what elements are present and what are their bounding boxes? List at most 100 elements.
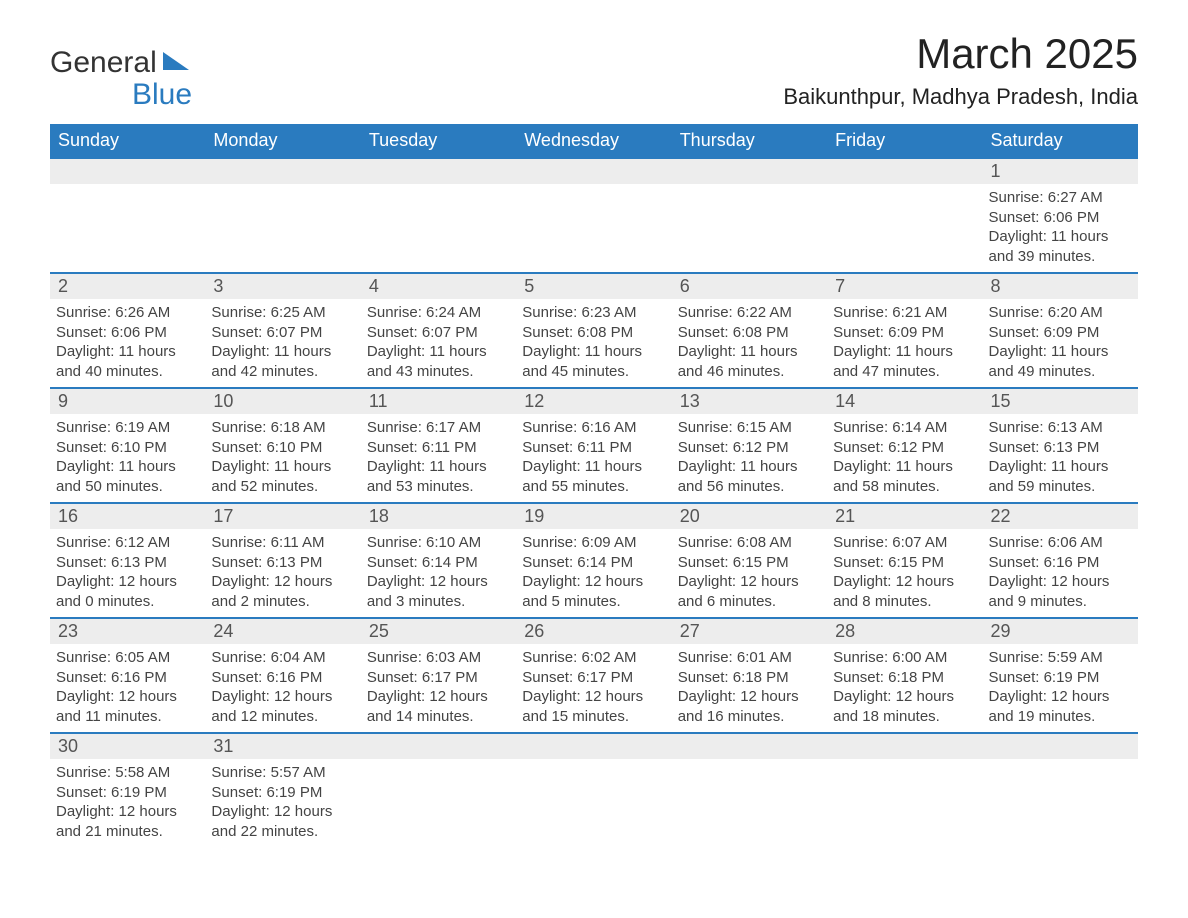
date-cell: 6 xyxy=(672,273,827,299)
info-cell xyxy=(516,759,671,847)
daylight-line: Daylight: 11 hours and 45 minutes. xyxy=(522,342,665,381)
sunset-line: Sunset: 6:13 PM xyxy=(211,553,354,573)
info-cell xyxy=(827,184,982,273)
date-cell: 28 xyxy=(827,618,982,644)
info-cell: Sunrise: 6:22 AMSunset: 6:08 PMDaylight:… xyxy=(672,299,827,388)
info-cell: Sunrise: 6:27 AMSunset: 6:06 PMDaylight:… xyxy=(983,184,1138,273)
sunset-line: Sunset: 6:17 PM xyxy=(522,668,665,688)
info-cell: Sunrise: 6:20 AMSunset: 6:09 PMDaylight:… xyxy=(983,299,1138,388)
sunrise-line: Sunrise: 6:11 AM xyxy=(211,533,354,553)
info-cell: Sunrise: 6:10 AMSunset: 6:14 PMDaylight:… xyxy=(361,529,516,618)
week-date-row: 16171819202122 xyxy=(50,503,1138,529)
sunset-line: Sunset: 6:13 PM xyxy=(56,553,199,573)
date-cell: 27 xyxy=(672,618,827,644)
sunset-line: Sunset: 6:14 PM xyxy=(522,553,665,573)
info-cell: Sunrise: 6:15 AMSunset: 6:12 PMDaylight:… xyxy=(672,414,827,503)
daylight-line: Daylight: 11 hours and 43 minutes. xyxy=(367,342,510,381)
daylight-line: Daylight: 12 hours and 14 minutes. xyxy=(367,687,510,726)
weekday-header: Thursday xyxy=(672,124,827,158)
date-cell xyxy=(361,158,516,184)
sunrise-line: Sunrise: 6:01 AM xyxy=(678,648,821,668)
sunset-line: Sunset: 6:18 PM xyxy=(833,668,976,688)
sunrise-line: Sunrise: 6:22 AM xyxy=(678,303,821,323)
sunrise-line: Sunrise: 5:59 AM xyxy=(989,648,1132,668)
sunrise-line: Sunrise: 6:09 AM xyxy=(522,533,665,553)
daylight-line: Daylight: 11 hours and 49 minutes. xyxy=(989,342,1132,381)
info-cell xyxy=(672,184,827,273)
daylight-line: Daylight: 11 hours and 47 minutes. xyxy=(833,342,976,381)
daylight-line: Daylight: 12 hours and 3 minutes. xyxy=(367,572,510,611)
sunrise-line: Sunrise: 6:25 AM xyxy=(211,303,354,323)
sunset-line: Sunset: 6:14 PM xyxy=(367,553,510,573)
date-cell xyxy=(205,158,360,184)
weekday-header: Tuesday xyxy=(361,124,516,158)
date-cell: 22 xyxy=(983,503,1138,529)
calendar-tbody: 1Sunrise: 6:27 AMSunset: 6:06 PMDaylight… xyxy=(50,158,1138,847)
date-cell: 25 xyxy=(361,618,516,644)
sunrise-line: Sunrise: 6:27 AM xyxy=(989,188,1132,208)
info-cell xyxy=(205,184,360,273)
daylight-line: Daylight: 11 hours and 59 minutes. xyxy=(989,457,1132,496)
sunset-line: Sunset: 6:10 PM xyxy=(211,438,354,458)
date-cell: 21 xyxy=(827,503,982,529)
info-cell xyxy=(516,184,671,273)
date-cell: 18 xyxy=(361,503,516,529)
daylight-line: Daylight: 11 hours and 42 minutes. xyxy=(211,342,354,381)
daylight-line: Daylight: 12 hours and 8 minutes. xyxy=(833,572,976,611)
sunset-line: Sunset: 6:19 PM xyxy=(211,783,354,803)
calendar-table: SundayMondayTuesdayWednesdayThursdayFrid… xyxy=(50,124,1138,847)
weekday-header-row: SundayMondayTuesdayWednesdayThursdayFrid… xyxy=(50,124,1138,158)
daylight-line: Daylight: 12 hours and 21 minutes. xyxy=(56,802,199,841)
sunset-line: Sunset: 6:09 PM xyxy=(989,323,1132,343)
info-cell: Sunrise: 6:00 AMSunset: 6:18 PMDaylight:… xyxy=(827,644,982,733)
daylight-line: Daylight: 12 hours and 18 minutes. xyxy=(833,687,976,726)
daylight-line: Daylight: 12 hours and 2 minutes. xyxy=(211,572,354,611)
date-cell xyxy=(516,733,671,759)
info-cell: Sunrise: 6:09 AMSunset: 6:14 PMDaylight:… xyxy=(516,529,671,618)
sunrise-line: Sunrise: 6:17 AM xyxy=(367,418,510,438)
date-cell: 15 xyxy=(983,388,1138,414)
week-info-row: Sunrise: 6:26 AMSunset: 6:06 PMDaylight:… xyxy=(50,299,1138,388)
week-info-row: Sunrise: 6:27 AMSunset: 6:06 PMDaylight:… xyxy=(50,184,1138,273)
weekday-header: Wednesday xyxy=(516,124,671,158)
brand-word2: Blue xyxy=(50,79,192,111)
week-date-row: 1 xyxy=(50,158,1138,184)
date-cell xyxy=(672,158,827,184)
date-cell xyxy=(983,733,1138,759)
daylight-line: Daylight: 11 hours and 50 minutes. xyxy=(56,457,199,496)
date-cell: 9 xyxy=(50,388,205,414)
sunrise-line: Sunrise: 6:00 AM xyxy=(833,648,976,668)
sunset-line: Sunset: 6:12 PM xyxy=(833,438,976,458)
info-cell xyxy=(983,759,1138,847)
info-cell: Sunrise: 6:21 AMSunset: 6:09 PMDaylight:… xyxy=(827,299,982,388)
week-date-row: 2345678 xyxy=(50,273,1138,299)
sunrise-line: Sunrise: 6:10 AM xyxy=(367,533,510,553)
info-cell: Sunrise: 6:14 AMSunset: 6:12 PMDaylight:… xyxy=(827,414,982,503)
page-title: March 2025 xyxy=(783,30,1138,78)
daylight-line: Daylight: 12 hours and 22 minutes. xyxy=(211,802,354,841)
page-header: General Blue March 2025 Baikunthpur, Mad… xyxy=(50,30,1138,118)
info-cell: Sunrise: 5:57 AMSunset: 6:19 PMDaylight:… xyxy=(205,759,360,847)
week-info-row: Sunrise: 5:58 AMSunset: 6:19 PMDaylight:… xyxy=(50,759,1138,847)
daylight-line: Daylight: 12 hours and 11 minutes. xyxy=(56,687,199,726)
sunset-line: Sunset: 6:09 PM xyxy=(833,323,976,343)
sunrise-calendar-page: General Blue March 2025 Baikunthpur, Mad… xyxy=(0,0,1188,918)
daylight-line: Daylight: 12 hours and 15 minutes. xyxy=(522,687,665,726)
info-cell: Sunrise: 6:02 AMSunset: 6:17 PMDaylight:… xyxy=(516,644,671,733)
info-cell: Sunrise: 6:03 AMSunset: 6:17 PMDaylight:… xyxy=(361,644,516,733)
sunset-line: Sunset: 6:12 PM xyxy=(678,438,821,458)
weekday-header: Sunday xyxy=(50,124,205,158)
sunrise-line: Sunrise: 6:18 AM xyxy=(211,418,354,438)
sunrise-line: Sunrise: 6:23 AM xyxy=(522,303,665,323)
sunset-line: Sunset: 6:19 PM xyxy=(989,668,1132,688)
date-cell xyxy=(672,733,827,759)
date-cell: 8 xyxy=(983,273,1138,299)
brand-word1: General xyxy=(50,47,157,79)
daylight-line: Daylight: 12 hours and 6 minutes. xyxy=(678,572,821,611)
brand-triangle-icon xyxy=(163,52,189,70)
brand-row1: General xyxy=(50,47,192,79)
sunset-line: Sunset: 6:15 PM xyxy=(678,553,821,573)
info-cell xyxy=(361,184,516,273)
info-cell: Sunrise: 6:13 AMSunset: 6:13 PMDaylight:… xyxy=(983,414,1138,503)
sunset-line: Sunset: 6:08 PM xyxy=(522,323,665,343)
